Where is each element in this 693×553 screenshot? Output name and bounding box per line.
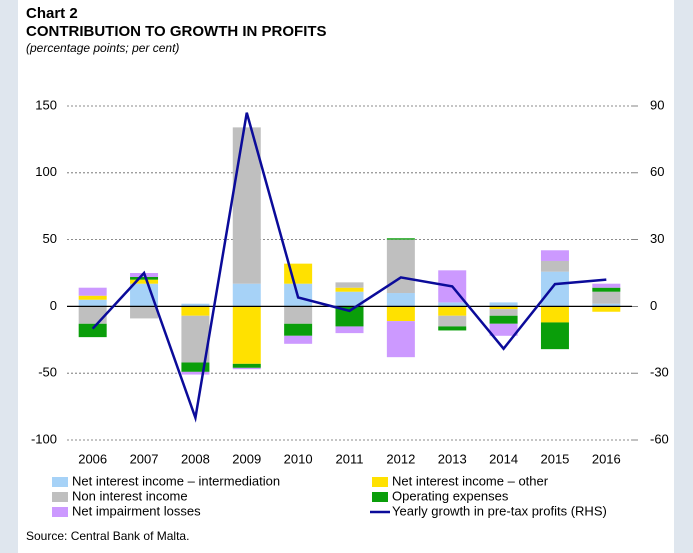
bar-segment — [181, 371, 210, 375]
y-tick-label: -100 — [31, 431, 57, 446]
line-series — [91, 112, 607, 423]
legend-label: Net interest income – intermediation — [72, 473, 280, 488]
x-tick-label: 2010 — [284, 451, 313, 466]
bar-segment — [335, 306, 364, 327]
legend-marker — [52, 477, 68, 487]
bar-segment — [540, 271, 569, 307]
y2-tick-label: 90 — [650, 97, 664, 112]
x-tick-label: 2011 — [336, 451, 364, 466]
bar-segment — [489, 309, 518, 316]
bar-segment — [386, 306, 415, 322]
bar-segment — [540, 250, 569, 261]
legend-marker — [52, 492, 68, 502]
bar-segment — [130, 277, 159, 280]
y-tick-label: 50 — [43, 231, 57, 246]
bar-segment — [284, 306, 313, 324]
x-tick-label: 2014 — [489, 451, 518, 466]
bar-segment — [284, 323, 313, 336]
bar-segment — [335, 326, 364, 334]
bar-segment — [489, 323, 518, 336]
legend-label: Net interest income – other — [392, 473, 549, 488]
bar-segment — [386, 238, 415, 240]
bar-segment — [540, 322, 569, 350]
y2-tick-label: 0 — [650, 298, 657, 313]
y2-tick-label: 30 — [650, 231, 664, 246]
bar-segment — [232, 306, 261, 364]
x-tick-label: 2006 — [78, 451, 107, 466]
legend-marker — [372, 477, 388, 487]
bar-segment — [181, 362, 210, 372]
bar-segment — [438, 326, 467, 331]
x-tick-label: 2009 — [232, 451, 261, 466]
bar-segment — [592, 283, 621, 288]
x-tick-label: 2013 — [438, 451, 467, 466]
legend-label: Net impairment losses — [72, 503, 201, 518]
bar-segment — [592, 303, 621, 307]
x-tick-label: 2015 — [540, 451, 569, 466]
bar-segment — [232, 367, 261, 370]
bar-segment — [592, 291, 621, 304]
y2-tick-label: -60 — [650, 431, 669, 446]
x-tick-label: 2007 — [130, 451, 159, 466]
bar-segment — [335, 282, 364, 288]
bar-segment — [489, 302, 518, 307]
x-tick-label: 2016 — [592, 451, 621, 466]
bar-segment — [78, 295, 107, 300]
y2-tick-label: -30 — [650, 365, 669, 380]
bar-segment — [489, 306, 518, 310]
chart-subtitle: CONTRIBUTION TO GROWTH IN PROFITS — [26, 23, 327, 40]
bar-segment — [232, 283, 261, 307]
bar-segment — [592, 287, 621, 292]
bar-segment — [335, 287, 364, 292]
bar-segment — [438, 306, 467, 316]
bar-segment — [181, 315, 210, 363]
panel — [18, 0, 674, 553]
bar-segment — [335, 291, 364, 307]
bar-segment — [386, 321, 415, 358]
source: Source: Central Bank of Malta. — [26, 529, 189, 543]
bar-segment — [78, 299, 107, 307]
y-tick-label: 150 — [35, 97, 57, 112]
bar-segment — [592, 306, 621, 312]
legend-marker — [372, 492, 388, 502]
bar-segment — [130, 279, 159, 284]
bar-segment — [78, 287, 107, 296]
legend-label: Yearly growth in pre-tax profits (RHS) — [392, 503, 607, 518]
bar-segment — [386, 293, 415, 307]
bar-segment — [181, 306, 210, 316]
x-tick-label: 2012 — [386, 451, 415, 466]
legend-label: Operating expenses — [392, 488, 509, 503]
bar-segment — [438, 315, 467, 327]
legend-label: Non interest income — [72, 488, 188, 503]
bar-segment — [438, 302, 467, 307]
bar-segment — [181, 303, 210, 307]
x-tick-label: 2008 — [181, 451, 210, 466]
y-tick-label: -50 — [38, 365, 57, 380]
bar-segment — [78, 323, 107, 338]
bar-segment — [232, 127, 261, 284]
y-tick-label: 100 — [35, 164, 57, 179]
units: (percentage points; per cent) — [26, 41, 179, 55]
bar-segment — [78, 306, 107, 324]
bar-segment — [540, 260, 569, 272]
y-tick-label: 0 — [50, 298, 57, 313]
bar-segment — [540, 306, 569, 323]
bar-segment — [232, 363, 261, 368]
legend-marker — [52, 507, 68, 517]
chart-title: Chart 2 — [26, 5, 78, 22]
bar-segment — [489, 315, 518, 324]
bar-segment — [284, 335, 313, 344]
bar-segment — [130, 306, 159, 319]
y2-tick-label: 60 — [650, 164, 664, 179]
